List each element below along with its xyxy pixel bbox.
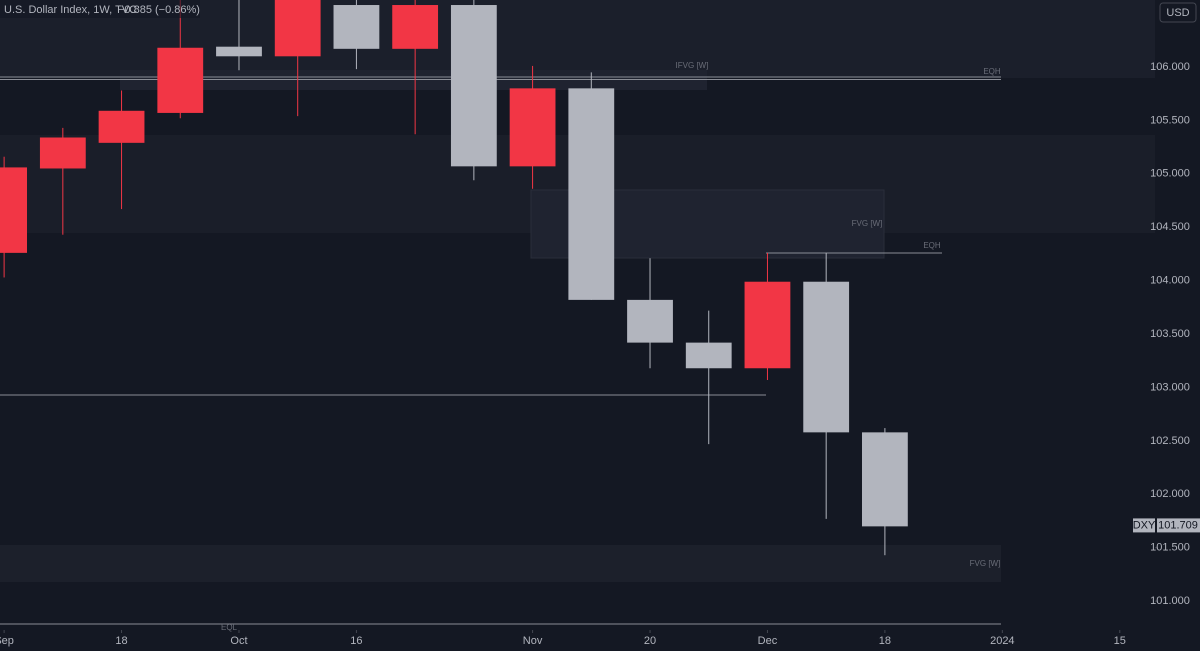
candle-body: [39, 137, 86, 169]
symbol-label: DXY: [1133, 519, 1156, 531]
candle-body: [568, 88, 615, 300]
header-bg: [0, 0, 200, 18]
candle-body: [803, 281, 850, 433]
currency-button[interactable]: [1159, 2, 1197, 23]
y-tick-label: 103.000: [1150, 381, 1190, 393]
price-label: 101.709: [1158, 519, 1198, 531]
y-tick-label: 104.000: [1150, 275, 1190, 287]
x-tick-label: 16: [350, 635, 362, 647]
candle-body: [685, 342, 732, 369]
y-tick-label: 101.500: [1150, 542, 1190, 554]
x-tick-label: 15: [1114, 635, 1126, 647]
currency-label[interactable]: USD: [1166, 7, 1189, 19]
x-tick-label: 2024: [990, 635, 1014, 647]
candle-body: [509, 88, 556, 167]
y-tick-label: 104.500: [1150, 221, 1190, 233]
x-tick-label: Dec: [758, 635, 778, 647]
candle-body: [98, 110, 145, 143]
annotation: FVG [W]: [852, 219, 883, 228]
zone: [0, 545, 1001, 582]
candle-body: [627, 299, 673, 343]
symbol-tag: [1133, 518, 1155, 533]
annotation: IFVG [W]: [676, 61, 709, 70]
x-tick-label: 18: [115, 635, 127, 647]
y-tick-label: 106.000: [1150, 61, 1190, 73]
candle-body: [157, 47, 204, 113]
annotation: EQL: [221, 623, 238, 632]
y-tick-label: 102.500: [1150, 435, 1190, 447]
candle-body: [333, 5, 380, 49]
candle-body: [450, 5, 497, 167]
x-tick-label: Sep: [0, 635, 14, 647]
x-tick-label: Nov: [523, 635, 543, 647]
candle-body: [0, 167, 28, 253]
x-tick-label: 20: [644, 635, 656, 647]
y-tick-label: 103.500: [1150, 328, 1190, 340]
y-tick-label: 105.500: [1150, 114, 1190, 126]
candles: [0, 0, 908, 556]
candle-body: [274, 0, 321, 57]
y-tick-label: 101.000: [1150, 595, 1190, 607]
candle-body: [861, 432, 908, 527]
annotation: FVG [W]: [970, 559, 1001, 568]
x-tick-label: 18: [879, 635, 891, 647]
y-tick-label: 105.000: [1150, 168, 1190, 180]
candle-body: [392, 5, 439, 49]
price-tag: [1157, 518, 1200, 533]
y-tick-label: 102.000: [1150, 488, 1190, 500]
x-tick-label: Oct: [230, 635, 247, 647]
annotation: EQH: [983, 67, 1001, 76]
candle-body: [744, 281, 791, 369]
candle-body: [216, 46, 262, 57]
chart-subtitle: −0.885 (−0.86%): [118, 4, 200, 16]
chart-title: U.S. Dollar Index, 1W, TVC: [4, 4, 137, 16]
annotation: EQH: [923, 241, 941, 250]
